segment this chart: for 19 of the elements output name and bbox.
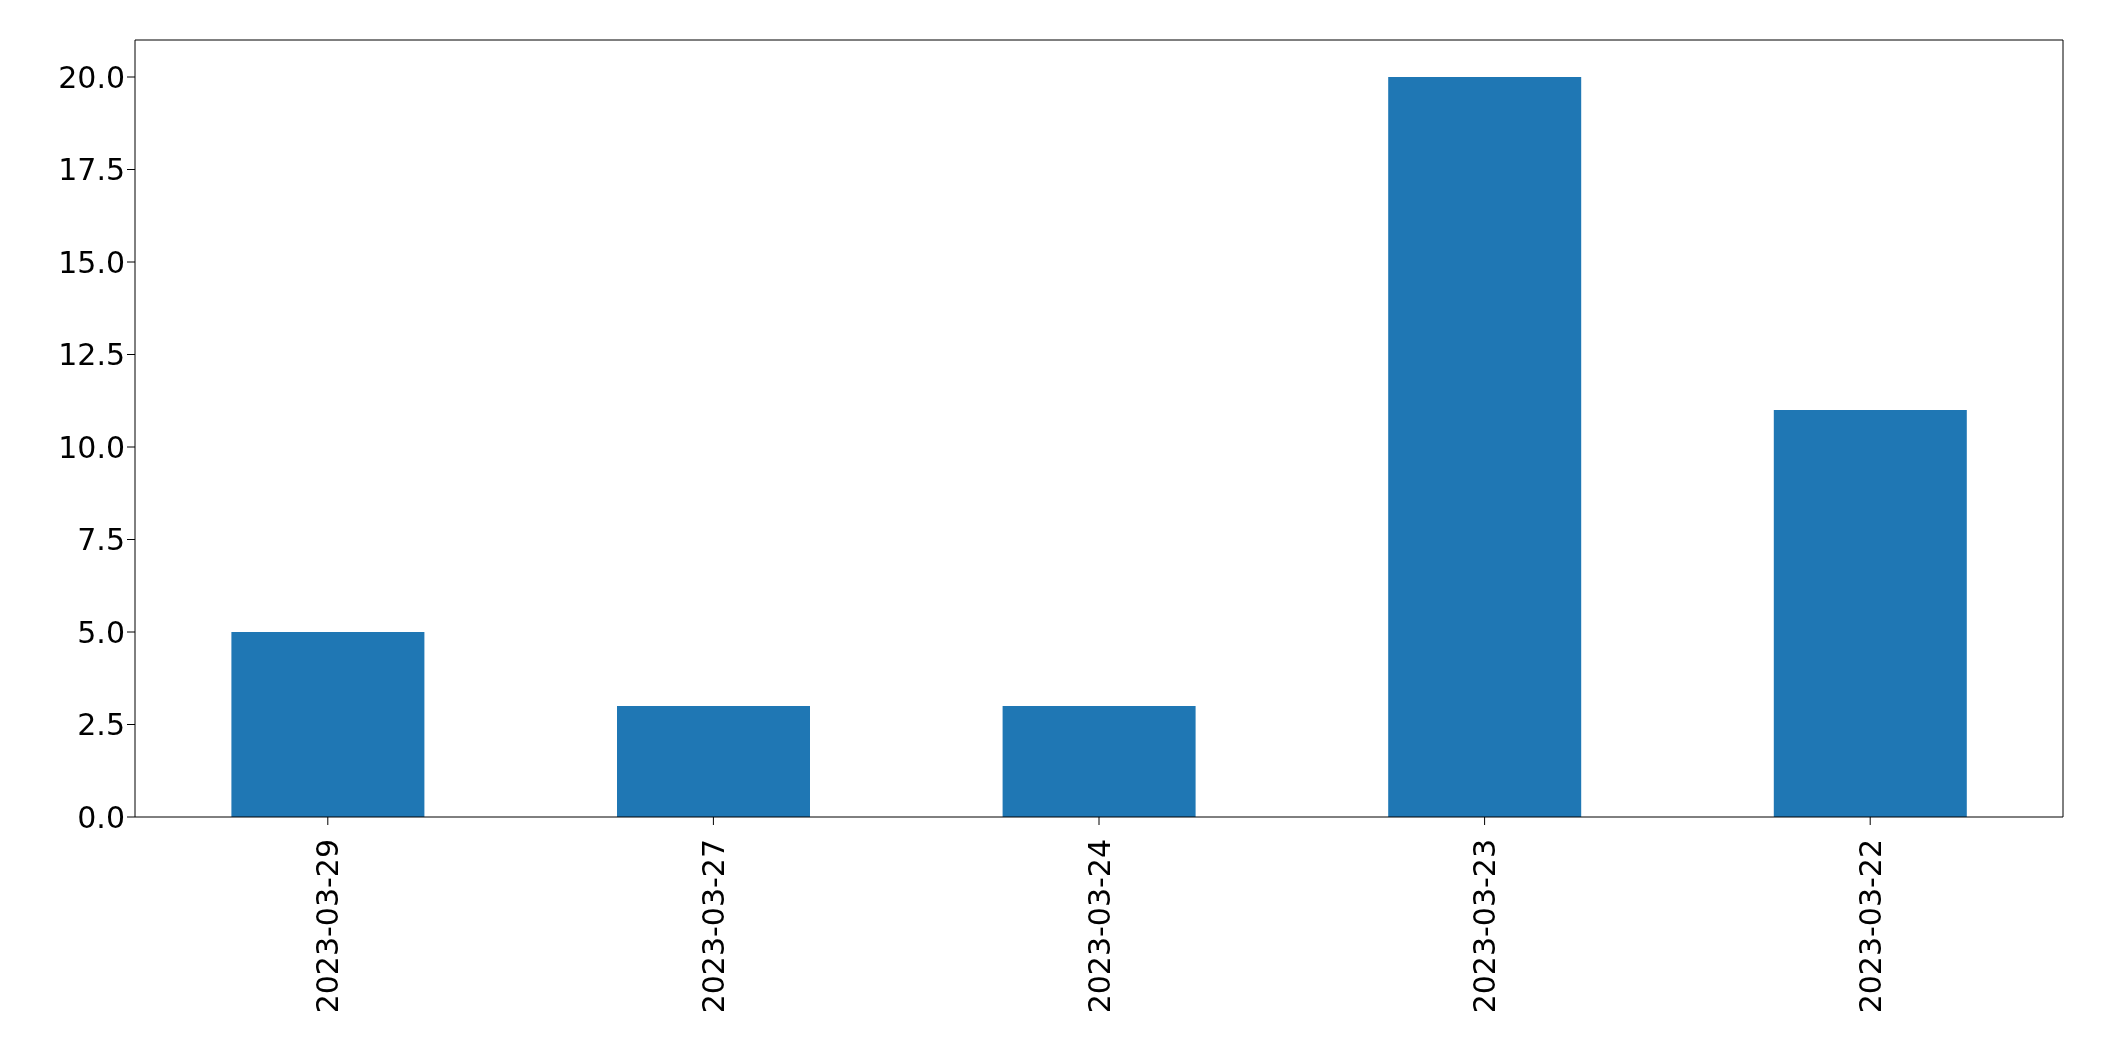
bar [617, 706, 810, 817]
bar [231, 632, 425, 817]
x-tick-label: 2023-03-22 [1852, 839, 1888, 1014]
bar [1388, 77, 1582, 817]
y-tick-label: 2.5 [77, 707, 125, 743]
y-tick-label: 5.0 [77, 614, 125, 650]
y-tick-label: 0.0 [77, 799, 125, 835]
x-tick-label: 2023-03-29 [310, 839, 346, 1014]
bar [1002, 706, 1196, 817]
y-tick-label: 12.5 [58, 337, 125, 373]
x-tick-label: 2023-03-24 [1081, 839, 1117, 1014]
y-tick-label: 15.0 [58, 244, 125, 280]
y-tick-label: 7.5 [77, 522, 125, 558]
bar [1773, 410, 1967, 817]
x-tick-label: 2023-03-23 [1467, 839, 1503, 1014]
y-tick-label: 10.0 [58, 429, 125, 465]
x-tick-label: 2023-03-27 [695, 839, 731, 1014]
y-tick-label: 20.0 [58, 59, 125, 95]
y-tick-label: 17.5 [58, 152, 125, 188]
